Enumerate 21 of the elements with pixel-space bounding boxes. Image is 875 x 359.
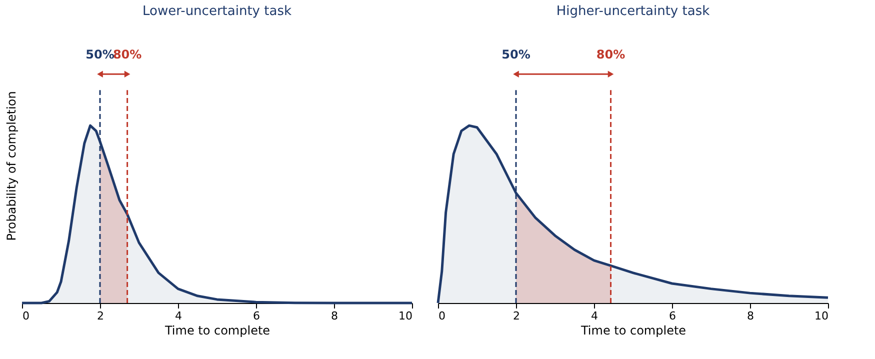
x-tick-label: 4 bbox=[591, 310, 598, 322]
x-tick-label: 8 bbox=[747, 310, 754, 322]
x-axis-title: Time to complete bbox=[164, 324, 270, 338]
text: 50% bbox=[86, 48, 114, 62]
x-tick-label: 10 bbox=[398, 310, 412, 322]
chart-title: Lower-uncertainty task bbox=[142, 4, 292, 19]
x-tick-label: 10 bbox=[814, 310, 828, 322]
x-tick-label: 6 bbox=[669, 310, 676, 322]
x-tick-label: 2 bbox=[97, 310, 104, 322]
y-axis-title: Probability of completion bbox=[4, 91, 18, 241]
x-tick-label: 8 bbox=[331, 310, 338, 322]
x-tick-label: 0 bbox=[438, 310, 446, 322]
x-axis-title: Time to complete bbox=[580, 324, 686, 338]
text: 80% bbox=[596, 48, 626, 62]
x-tick-label: 4 bbox=[175, 310, 182, 322]
chart-title: Higher-uncertainty task bbox=[556, 4, 710, 19]
x-tick-label: 2 bbox=[513, 310, 520, 322]
x-tick-label: 0 bbox=[22, 310, 30, 322]
text: 50% bbox=[502, 48, 530, 62]
x-tick-label: 6 bbox=[253, 310, 260, 322]
text: 80% bbox=[112, 48, 142, 62]
